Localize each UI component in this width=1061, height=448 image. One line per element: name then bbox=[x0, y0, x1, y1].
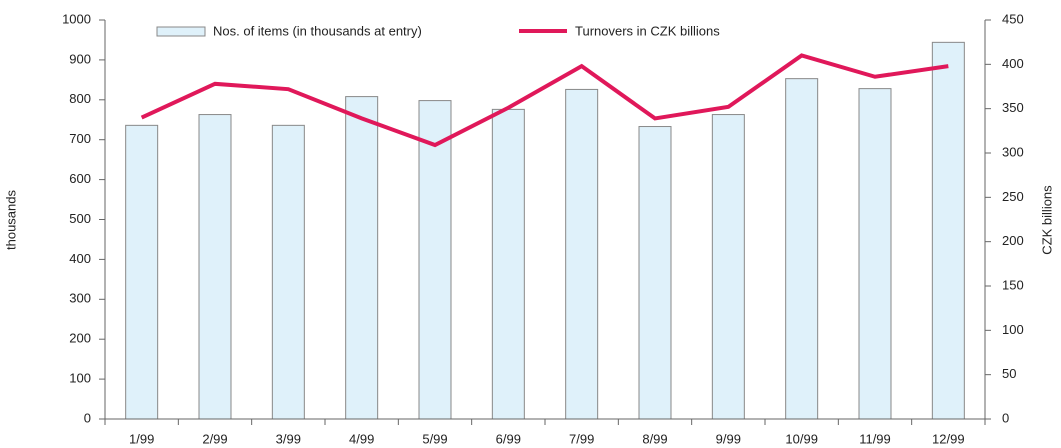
y2-axis-title: CZK billions bbox=[1039, 185, 1054, 255]
y-tick-label: 900 bbox=[69, 51, 91, 66]
x-tick-label: 8/99 bbox=[642, 431, 667, 446]
y-tick-label: 600 bbox=[69, 171, 91, 186]
y2-tick-label: 100 bbox=[1002, 322, 1024, 337]
y-tick-label: 800 bbox=[69, 91, 91, 106]
bar bbox=[711, 114, 745, 420]
bar bbox=[565, 88, 599, 420]
x-tick-label: 5/99 bbox=[422, 431, 447, 446]
line bbox=[140, 53, 949, 148]
y2-tick-label: 450 bbox=[1002, 11, 1024, 26]
y2-tick-label: 150 bbox=[1002, 277, 1024, 292]
y-tick-label: 100 bbox=[69, 371, 91, 386]
bar bbox=[638, 126, 672, 420]
x-tick-label: 12/99 bbox=[932, 431, 965, 446]
x-tick-label: 10/99 bbox=[785, 431, 818, 446]
y2-tick-label: 0 bbox=[1002, 410, 1009, 425]
x-tick-label: 9/99 bbox=[716, 431, 741, 446]
y-tick-label: 700 bbox=[69, 131, 91, 146]
y-tick-label: 0 bbox=[84, 410, 91, 425]
bar bbox=[491, 108, 525, 420]
y-tick-label: 1000 bbox=[62, 11, 91, 26]
bar bbox=[785, 78, 819, 420]
legend-swatch bbox=[156, 26, 206, 37]
bar bbox=[418, 100, 452, 420]
bar bbox=[271, 124, 305, 420]
x-tick-label: 11/99 bbox=[859, 431, 891, 446]
y-tick-label: 400 bbox=[69, 251, 91, 266]
legend-label: Turnovers in CZK billions bbox=[575, 23, 720, 38]
y2-tick-label: 300 bbox=[1002, 144, 1024, 159]
x-tick-label: 1/99 bbox=[129, 431, 154, 446]
x-tick-label: 2/99 bbox=[202, 431, 227, 446]
x-tick-label: 3/99 bbox=[276, 431, 301, 446]
bar bbox=[198, 114, 232, 420]
bar bbox=[125, 124, 159, 420]
y2-tick-label: 50 bbox=[1002, 366, 1016, 381]
y-axis-title: thousands bbox=[3, 190, 18, 250]
bar bbox=[345, 96, 379, 420]
x-tick-label: 7/99 bbox=[569, 431, 594, 446]
bar bbox=[858, 88, 892, 420]
y2-tick-label: 350 bbox=[1002, 100, 1024, 115]
bar bbox=[931, 41, 965, 420]
y2-tick-label: 200 bbox=[1002, 233, 1024, 248]
y-tick-label: 500 bbox=[69, 211, 91, 226]
y-tick-label: 300 bbox=[69, 291, 91, 306]
y2-tick-label: 400 bbox=[1002, 56, 1024, 71]
y-tick-label: 200 bbox=[69, 331, 91, 346]
x-tick-label: 4/99 bbox=[349, 431, 374, 446]
legend-label: Nos. of items (in thousands at entry) bbox=[213, 23, 422, 38]
x-tick-label: 6/99 bbox=[496, 431, 521, 446]
y2-tick-label: 250 bbox=[1002, 189, 1024, 204]
